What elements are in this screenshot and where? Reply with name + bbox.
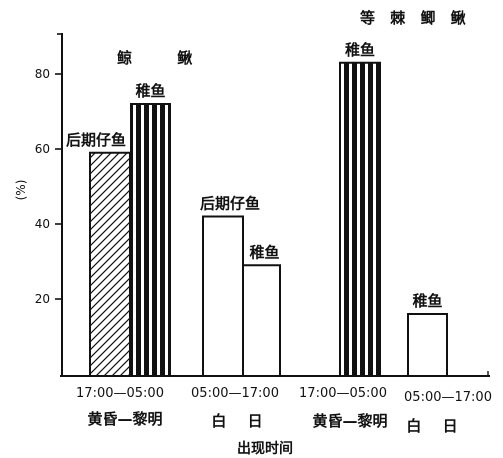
bar-1-2-1: [202, 215, 244, 377]
bar-label: 后期仔鱼: [200, 195, 260, 213]
x-tick-period: 黄昏—黎明: [87, 410, 162, 428]
species-label-right: 等 棘 鲫 鳅: [360, 9, 471, 27]
species-label-left: 鲸 鳅: [117, 49, 212, 67]
bar-label: 后期仔鱼: [66, 131, 126, 149]
x-tick-time: 17:00—05:00: [299, 386, 387, 401]
bar-2-2-1: [407, 313, 448, 377]
bar-label: 稚鱼: [249, 243, 279, 261]
y-tick-label: 60: [35, 142, 50, 156]
bar-1-1-1: [89, 151, 131, 377]
x-tick-time: 05:00—17:00: [191, 386, 279, 401]
x-tick-period: 白 日: [406, 417, 465, 435]
bar-label: 稚鱼: [412, 292, 442, 310]
bar-2-1-1: [339, 61, 381, 377]
bar-1-2-2: [242, 264, 281, 377]
y-tick-label: 40: [35, 217, 50, 231]
bar-1-1-2: [130, 103, 171, 377]
x-axis-label: 出现时间: [237, 440, 293, 457]
bar-label: 稚鱼: [135, 82, 165, 100]
x-tick-time: 17:00—05:00: [76, 386, 164, 401]
y-tick-label: 80: [35, 67, 50, 81]
y-axis: 20 40 60 80: [35, 33, 63, 376]
x-tick-period: 白 日: [211, 412, 270, 430]
y-tick-label: 20: [35, 292, 50, 306]
x-tick-period: 黄昏—黎明: [312, 412, 387, 430]
bar-label: 稚鱼: [345, 41, 375, 59]
x-tick-time: 05:00—17:00: [404, 390, 492, 405]
y-axis-label: (%): [14, 180, 28, 201]
